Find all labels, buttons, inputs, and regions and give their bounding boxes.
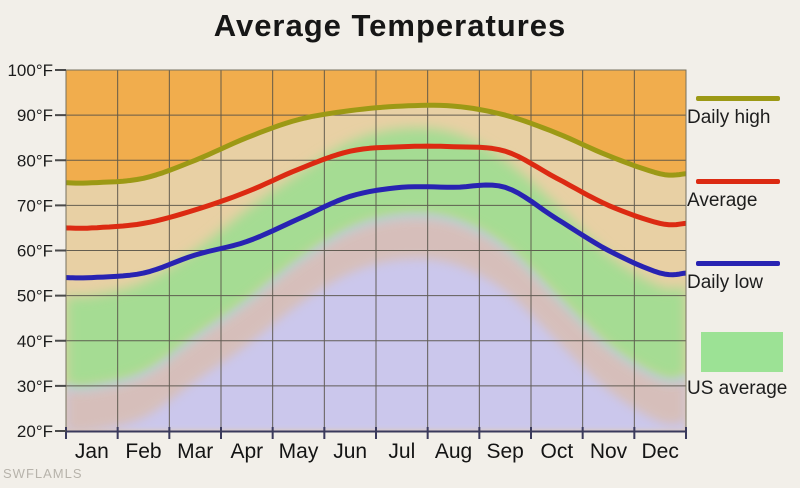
legend-item-daily-low: Daily low	[687, 261, 780, 294]
average-line-swatch	[696, 179, 780, 184]
y-tick-label: 80°F	[17, 151, 53, 170]
x-tick-label: Jun	[333, 440, 367, 463]
chart-title: Average Temperatures	[213, 8, 567, 43]
legend-label-us-average: US average	[687, 378, 788, 399]
plot-area	[66, 70, 686, 431]
x-tick-label: Jul	[388, 440, 415, 463]
y-tick-label: 50°F	[17, 287, 53, 306]
series-line-average	[66, 143, 686, 231]
x-tick-label: Mar	[177, 440, 213, 463]
x-tick-label: May	[279, 440, 319, 463]
series-line-daily-low	[66, 182, 686, 281]
x-tick-label: Sep	[486, 440, 523, 463]
legend-item-average: Average	[687, 179, 780, 212]
y-tick-label: 100°F	[7, 61, 53, 80]
y-tick-label: 70°F	[17, 196, 53, 215]
x-tick-label: Nov	[590, 440, 628, 463]
y-tick-label: 40°F	[17, 332, 53, 351]
us-average-area-swatch	[701, 332, 783, 372]
legend-label-daily-low: Daily low	[687, 272, 764, 293]
daily-low-line-swatch	[696, 261, 780, 266]
x-tick-label: Aug	[435, 440, 472, 463]
watermark: SWFLAMLS	[3, 466, 83, 481]
daily-high-line-swatch	[696, 96, 780, 101]
legend-label-daily-high: Daily high	[687, 107, 771, 128]
y-tick-label: 20°F	[17, 422, 53, 441]
legend-item-us-average: US average	[687, 332, 787, 400]
y-tick-label: 60°F	[17, 242, 53, 261]
x-tick-label: Apr	[230, 440, 263, 463]
y-tick-label: 30°F	[17, 377, 53, 396]
series-line-daily-high	[66, 102, 686, 186]
y-axis-ticks	[55, 69, 66, 432]
x-axis-ticks	[65, 427, 687, 439]
x-tick-label: Oct	[540, 440, 573, 463]
x-tick-label: Jan	[75, 440, 109, 463]
legend-item-daily-high: Daily high	[687, 96, 780, 129]
legend-label-average: Average	[687, 190, 758, 211]
x-tick-label: Dec	[641, 440, 678, 463]
y-tick-label: 90°F	[17, 106, 53, 125]
x-tick-label: Feb	[125, 440, 161, 463]
